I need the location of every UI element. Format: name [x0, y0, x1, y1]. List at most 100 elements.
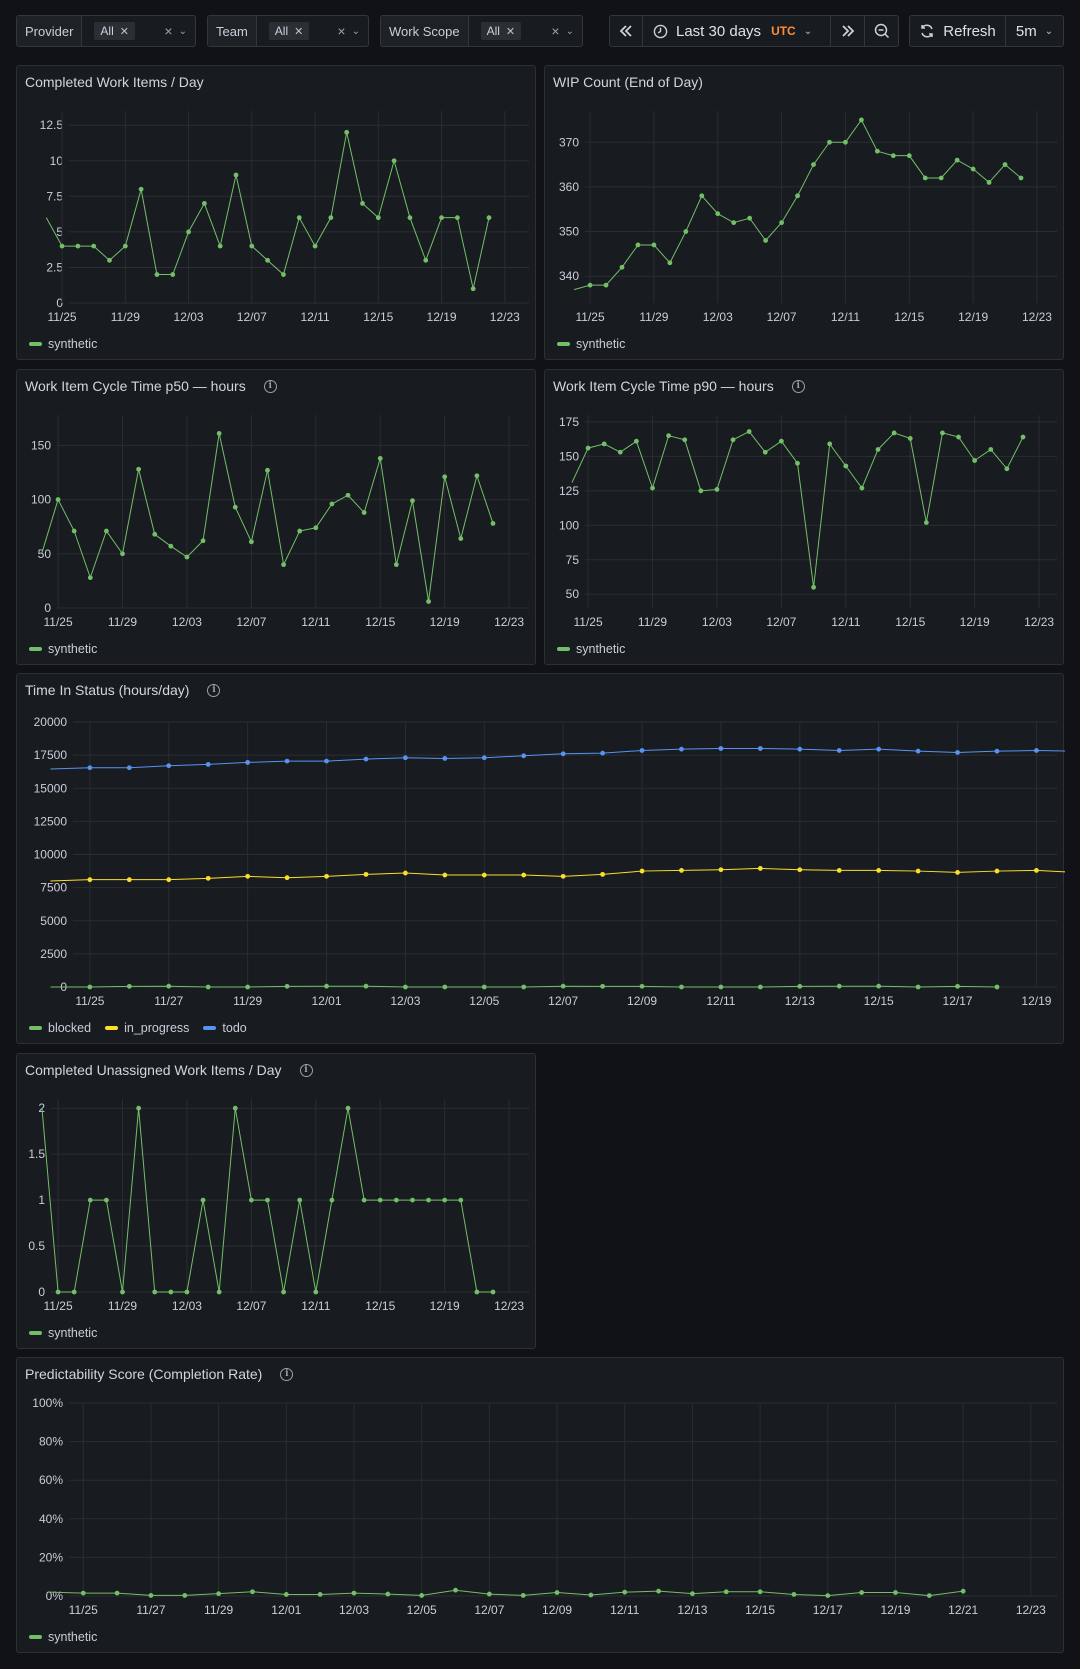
data-point — [1004, 466, 1010, 472]
data-point — [490, 521, 496, 526]
data-point — [152, 1289, 158, 1295]
y-tick-label: 0.5 — [28, 1239, 45, 1253]
provider-chip[interactable]: All ✕ — [94, 22, 135, 40]
chevron-down-icon[interactable]: ⌄ — [351, 25, 360, 37]
data-point — [1018, 175, 1024, 181]
data-point — [731, 220, 737, 226]
data-point — [324, 983, 329, 989]
data-point — [71, 1289, 77, 1295]
data-point — [126, 983, 132, 989]
info-icon[interactable]: i — [263, 379, 277, 393]
legend-item-synthetic[interactable]: synthetic — [29, 1326, 97, 1340]
provider-variable[interactable]: Provider All ✕ × ⌄ — [16, 15, 196, 47]
data-point — [994, 984, 1000, 990]
data-point — [265, 1197, 270, 1203]
legend-item-synthetic[interactable]: synthetic — [29, 642, 97, 656]
data-point — [778, 438, 784, 444]
panel-time-in-status[interactable]: Time In Status (hours/day) i 0 2500 5000 750… — [16, 673, 1065, 1044]
data-point — [284, 875, 290, 881]
data-point — [245, 873, 251, 879]
panel-cycle-time-p90[interactable]: Work Item Cycle Time p90 — hours i 50 75 10… — [544, 369, 1064, 665]
panel-completed-work-items[interactable]: Completed Work Items / Day 0 2.5 5 7.5 10 12.… — [16, 65, 536, 360]
chip-remove-icon[interactable]: ✕ — [119, 25, 129, 38]
data-point — [718, 984, 724, 990]
refresh-button[interactable]: Refresh — [910, 16, 1006, 46]
info-icon[interactable]: i — [280, 1367, 294, 1381]
data-point — [718, 746, 724, 751]
data-point — [152, 531, 158, 537]
team-chip[interactable]: All ✕ — [268, 22, 310, 40]
panel-predictability-score[interactable]: Predictability Score (Completion Rate) i … — [16, 1357, 1064, 1653]
x-tick-label: 11/29 — [233, 994, 262, 1008]
panel-cycle-time-p50[interactable]: Work Item Cycle Time p50 — hours i 0 50 100… — [16, 369, 536, 665]
clear-icon[interactable]: × — [164, 23, 173, 39]
data-point — [345, 1105, 351, 1111]
data-point — [363, 871, 369, 877]
data-point — [730, 437, 736, 443]
data-point — [55, 497, 61, 502]
legend-item-in_progress[interactable]: in_progress — [105, 1021, 189, 1035]
chart-svg: 0 2.5 5 7.5 10 12.5 11/25 11/29 12/03 12/07 12/11 1… — [40, 111, 529, 324]
chip-remove-icon[interactable]: ✕ — [505, 25, 516, 38]
data-point — [360, 201, 365, 206]
data-point — [656, 1588, 661, 1594]
data-point — [442, 1197, 448, 1203]
x-tick-label: 12/11 — [610, 1603, 639, 1617]
legend-item-synthetic[interactable]: synthetic — [29, 1630, 97, 1644]
work-scope-variable[interactable]: Work Scope All ✕ × ⌄ — [380, 15, 583, 47]
x-tick-label: 12/15 — [745, 1603, 775, 1617]
series-line-synthetic — [45, 132, 490, 289]
legend-item-synthetic[interactable]: synthetic — [557, 642, 625, 656]
data-point — [344, 129, 350, 135]
panel-completed-unassigned[interactable]: Completed Unassigned Work Items / Day i 0… — [16, 1053, 536, 1349]
chart-legend: synthetic — [29, 1630, 97, 1644]
shift-back-button[interactable] — [610, 16, 643, 46]
data-point — [201, 201, 207, 206]
data-point — [377, 455, 383, 461]
info-icon[interactable]: i — [299, 1063, 313, 1077]
chip-remove-icon[interactable]: ✕ — [294, 25, 304, 38]
data-point — [915, 748, 921, 754]
team-variable[interactable]: Team All ✕ × ⌄ — [207, 15, 369, 47]
y-tick-label: 40% — [39, 1512, 63, 1526]
data-point — [715, 211, 721, 217]
refresh-interval-picker[interactable]: 5m ⌄ — [1006, 16, 1063, 46]
data-point — [619, 264, 625, 270]
legend-item-synthetic[interactable]: synthetic — [557, 337, 625, 351]
data-point — [956, 434, 961, 440]
data-point — [757, 746, 763, 751]
data-point — [617, 449, 623, 455]
work-scope-chip[interactable]: All ✕ — [480, 22, 522, 40]
panel-wip-count[interactable]: WIP Count (End of Day) 340 350 360 370 11/25… — [544, 65, 1064, 360]
chevron-down-icon[interactable]: ⌄ — [178, 25, 187, 37]
timezone-label: UTC — [771, 24, 796, 38]
legend-item-synthetic[interactable]: synthetic — [29, 337, 97, 351]
data-point — [216, 1591, 222, 1597]
clear-icon[interactable]: × — [337, 23, 346, 39]
time-range-picker[interactable]: Last 30 days UTC ⌄ — [643, 16, 831, 46]
refresh-icon — [921, 24, 933, 38]
legend-item-blocked[interactable]: blocked — [29, 1021, 91, 1035]
panel-title-text: Work Item Cycle Time p50 — hours — [25, 378, 246, 394]
data-point — [639, 748, 645, 753]
data-point — [377, 1197, 383, 1203]
time-range-controls: Last 30 days UTC ⌄ — [609, 15, 899, 47]
x-tick-label: 12/11 — [301, 615, 330, 629]
data-point — [87, 1197, 93, 1203]
data-point — [1020, 434, 1026, 440]
data-point — [639, 868, 645, 874]
legend-item-todo[interactable]: todo — [203, 1021, 247, 1035]
data-point — [148, 1593, 154, 1598]
y-tick-label: 20000 — [34, 715, 68, 729]
data-point — [679, 984, 684, 990]
chart-svg: 340 350 360 370 11/25 11/29 12/03 12/07 12/11 12/… — [559, 111, 1057, 324]
data-point — [723, 1589, 729, 1595]
info-icon[interactable]: i — [207, 683, 221, 697]
info-icon[interactable]: i — [791, 379, 805, 393]
zoom-out-button[interactable] — [865, 16, 898, 46]
shift-forward-button[interactable] — [831, 16, 865, 46]
chevron-down-icon[interactable]: ⌄ — [565, 25, 574, 37]
x-tick-label: 12/17 — [943, 994, 973, 1008]
data-point — [126, 877, 132, 883]
clear-icon[interactable]: × — [551, 23, 560, 39]
